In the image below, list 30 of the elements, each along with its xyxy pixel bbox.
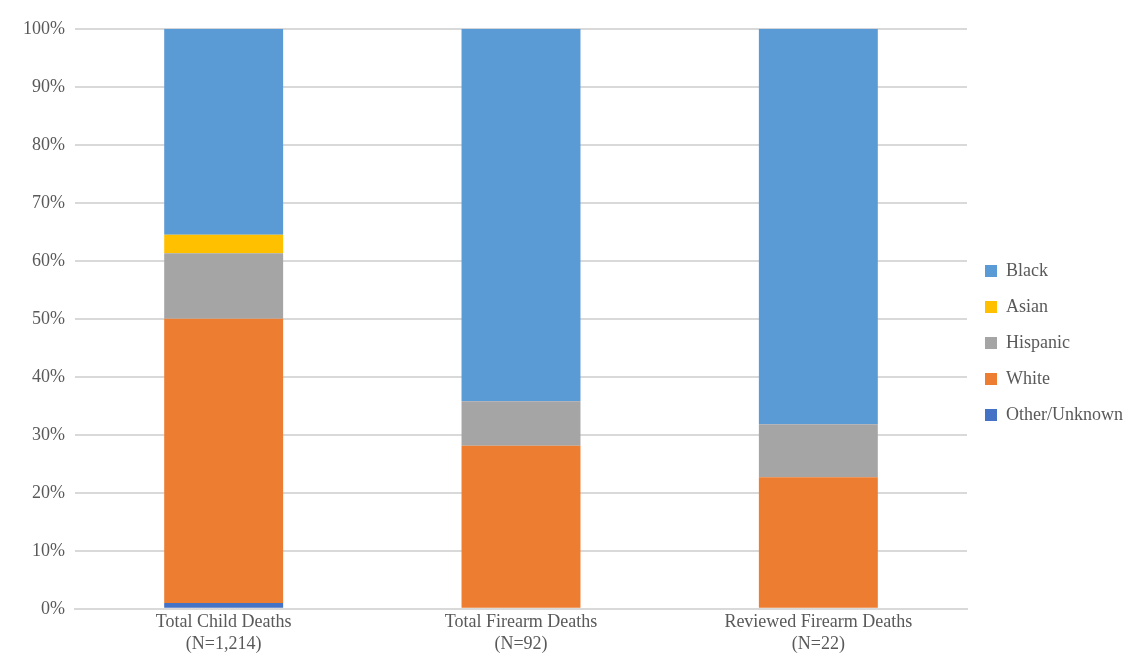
bar — [164, 318, 284, 603]
y-tick-label: 10% — [31, 539, 65, 560]
x-tick-label: Reviewed Firearm Deaths (N=22) — [724, 611, 913, 654]
bar — [461, 401, 581, 446]
bar — [164, 28, 284, 235]
y-tick-label: 100% — [22, 17, 65, 38]
bar — [758, 477, 878, 608]
y-tick-label: 50% — [31, 307, 65, 328]
y-tick-label: 90% — [31, 75, 65, 96]
legend-label: White — [1006, 367, 1051, 388]
x-tick-label: Total Firearm Deaths (N=92) — [444, 611, 598, 654]
bar — [164, 603, 284, 608]
y-tick-label: 0% — [40, 597, 65, 618]
y-tick-label: 80% — [31, 133, 65, 154]
bar — [758, 28, 878, 425]
y-tick-label: 70% — [31, 191, 65, 212]
bar — [758, 424, 878, 478]
legend-label: Asian — [1006, 295, 1049, 316]
bar — [164, 253, 284, 319]
y-tick-label: 30% — [31, 423, 65, 444]
legend-label: Black — [1006, 259, 1049, 280]
legend-label: Hispanic — [1006, 331, 1071, 352]
bar — [461, 28, 581, 402]
bar — [164, 234, 284, 254]
legend-label: Other/Unknown — [1006, 403, 1123, 424]
y-tick-label: 20% — [31, 481, 65, 502]
y-tick-label: 60% — [31, 249, 65, 270]
bar — [461, 445, 581, 608]
x-tick-label: Total Child Deaths (N=1,214) — [155, 611, 292, 654]
y-tick-label: 40% — [31, 365, 65, 386]
